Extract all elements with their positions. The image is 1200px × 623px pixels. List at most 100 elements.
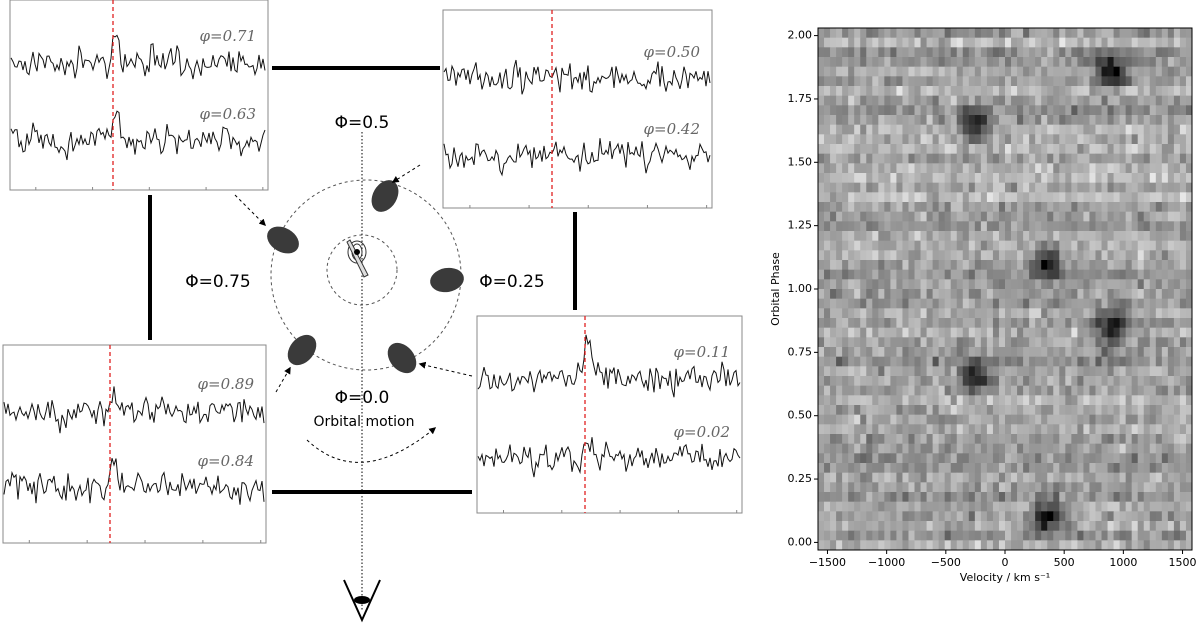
pixel bbox=[926, 385, 934, 396]
pixel bbox=[1149, 327, 1157, 338]
pixel bbox=[824, 424, 831, 435]
pixel bbox=[974, 540, 982, 551]
pixel bbox=[1149, 37, 1157, 48]
pixel bbox=[1119, 86, 1127, 97]
pixel bbox=[986, 376, 994, 387]
pixel bbox=[1035, 453, 1042, 464]
pixel bbox=[1173, 279, 1181, 290]
pixel bbox=[1047, 298, 1054, 309]
pixel bbox=[974, 221, 982, 232]
pixel bbox=[1101, 356, 1108, 367]
pixel bbox=[1131, 144, 1139, 155]
pixel bbox=[836, 405, 843, 416]
pixel bbox=[1041, 231, 1048, 242]
pixel bbox=[1185, 453, 1193, 464]
pixel bbox=[950, 105, 958, 116]
pixel bbox=[878, 385, 885, 396]
pixel bbox=[1113, 182, 1121, 193]
pixel bbox=[836, 105, 843, 116]
pixel bbox=[830, 501, 837, 512]
pixel bbox=[932, 28, 940, 39]
pixel bbox=[1155, 105, 1163, 116]
pixel bbox=[1065, 327, 1072, 338]
pixel bbox=[836, 57, 843, 68]
pixel bbox=[950, 327, 958, 338]
pixel bbox=[914, 57, 921, 68]
pixel bbox=[848, 327, 855, 338]
pixel bbox=[1059, 376, 1066, 387]
pixel bbox=[1161, 76, 1169, 87]
pixel bbox=[980, 356, 988, 367]
pixel bbox=[1131, 366, 1139, 377]
pixel bbox=[1041, 463, 1048, 474]
pixel bbox=[1089, 202, 1096, 213]
pixel bbox=[854, 414, 861, 425]
pixel bbox=[890, 144, 897, 155]
pixel bbox=[1149, 250, 1157, 261]
pixel bbox=[1047, 153, 1054, 164]
pixel bbox=[1053, 501, 1060, 512]
pixel bbox=[1131, 250, 1139, 261]
pixel bbox=[1065, 289, 1072, 300]
pixel bbox=[848, 540, 855, 551]
pixel bbox=[956, 511, 964, 522]
pixel bbox=[860, 501, 867, 512]
pixel bbox=[962, 385, 970, 396]
pixel bbox=[950, 356, 958, 367]
pixel bbox=[1023, 405, 1030, 416]
pixel bbox=[1089, 385, 1096, 396]
pixel bbox=[1131, 424, 1139, 435]
pixel bbox=[902, 501, 909, 512]
pixel bbox=[1125, 308, 1133, 319]
pixel bbox=[860, 530, 867, 541]
pixel bbox=[1017, 66, 1024, 77]
pixel bbox=[818, 289, 825, 300]
pixel bbox=[914, 298, 921, 309]
pixel bbox=[1149, 173, 1157, 184]
pixel bbox=[1137, 337, 1145, 348]
pixel bbox=[992, 28, 1000, 39]
pixel bbox=[854, 453, 861, 464]
pixel bbox=[890, 453, 897, 464]
pixel bbox=[1083, 144, 1090, 155]
pixel bbox=[1023, 501, 1030, 512]
pixel bbox=[1107, 192, 1114, 203]
pixel bbox=[1089, 482, 1096, 493]
pixel bbox=[908, 298, 915, 309]
pixel bbox=[956, 231, 964, 242]
pixel bbox=[878, 424, 885, 435]
pixel bbox=[926, 37, 934, 48]
pixel bbox=[944, 327, 952, 338]
pixel bbox=[890, 434, 897, 445]
pixel bbox=[896, 453, 903, 464]
pixel bbox=[986, 366, 994, 377]
pixel bbox=[1167, 173, 1175, 184]
pixel bbox=[1083, 385, 1090, 396]
pixel bbox=[1167, 211, 1175, 222]
pixel bbox=[1179, 443, 1187, 454]
pixel bbox=[824, 530, 831, 541]
pixel bbox=[1029, 366, 1036, 377]
pixel bbox=[1095, 289, 1102, 300]
pixel bbox=[1059, 95, 1066, 106]
pixel bbox=[950, 86, 958, 97]
pixel bbox=[1041, 347, 1048, 358]
pixel bbox=[1089, 250, 1096, 261]
pixel bbox=[1125, 202, 1133, 213]
pixel bbox=[866, 221, 873, 232]
pixel bbox=[950, 240, 958, 251]
pixel bbox=[1107, 173, 1114, 184]
pixel bbox=[1179, 86, 1187, 97]
pixel bbox=[1185, 356, 1193, 367]
pixel bbox=[992, 492, 1000, 503]
pixel bbox=[1173, 298, 1181, 309]
pixel bbox=[1077, 231, 1084, 242]
pixel bbox=[824, 395, 831, 406]
pixel bbox=[962, 279, 970, 290]
pixel bbox=[818, 540, 825, 551]
pixel bbox=[1017, 269, 1024, 280]
pixel bbox=[902, 376, 909, 387]
pixel bbox=[896, 124, 903, 135]
pixel bbox=[908, 66, 915, 77]
pixel bbox=[1149, 240, 1157, 251]
